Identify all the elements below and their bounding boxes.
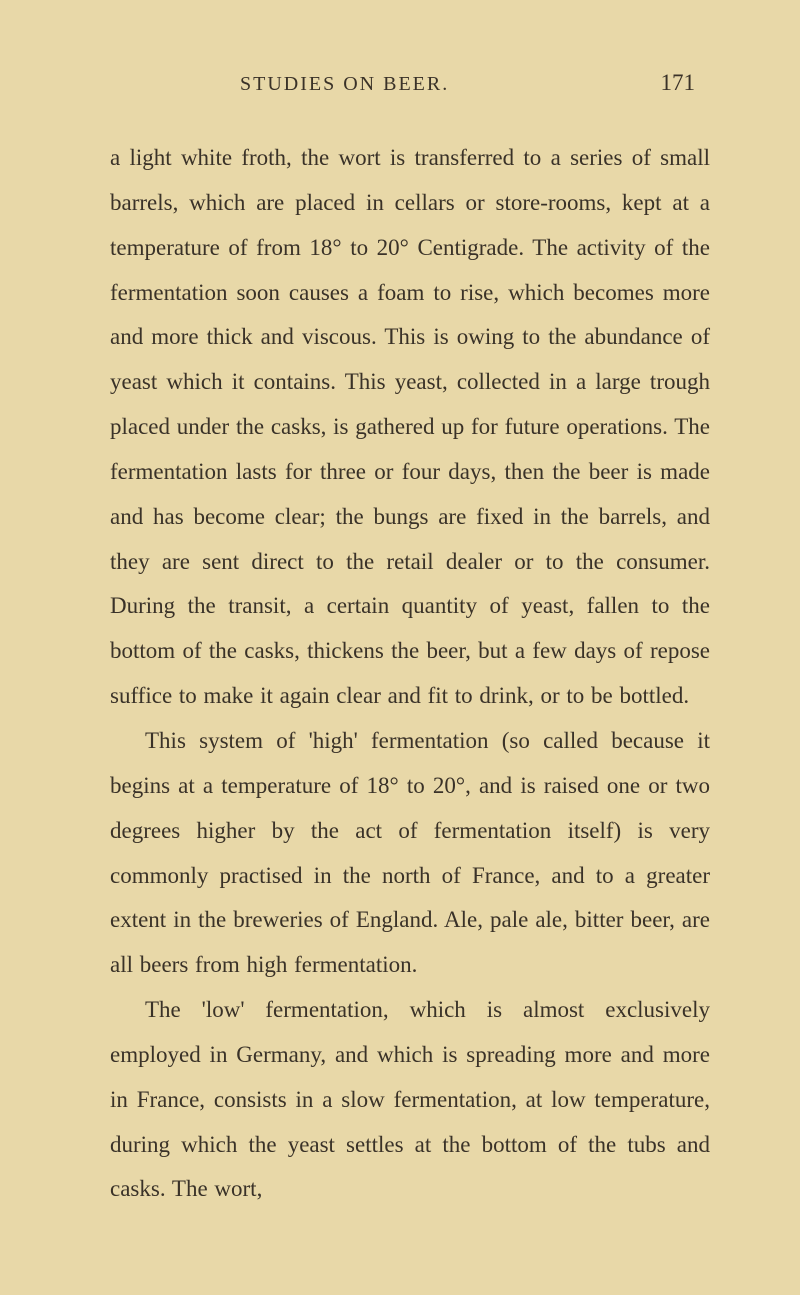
body-text: a light white froth, the wort is transfe… [110,136,710,1212]
page-header: STUDIES ON BEER. 171 [110,70,710,96]
page-container: STUDIES ON BEER. 171 a light white froth… [0,0,800,1295]
paragraph-2: This system of 'high' fermentation (so c… [110,719,710,988]
paragraph-1: a light white froth, the wort is transfe… [110,136,710,719]
page-number: 171 [661,70,696,96]
paragraph-3: The 'low' fermentation, which is almost … [110,988,710,1212]
header-title: STUDIES ON BEER. [240,73,449,96]
